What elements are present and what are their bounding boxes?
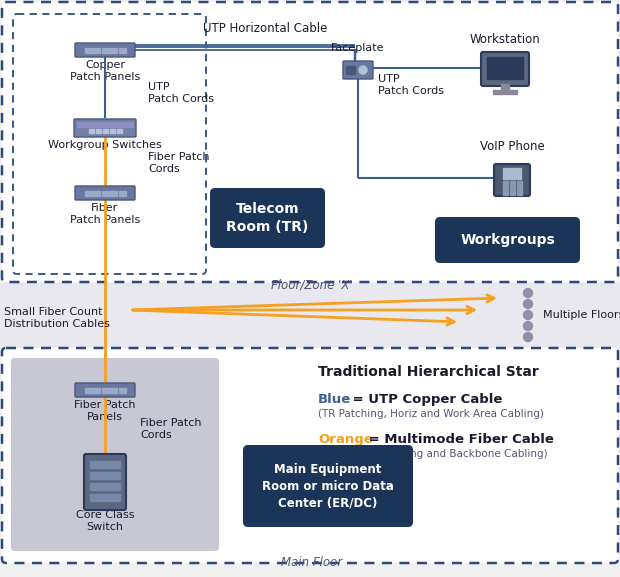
- Circle shape: [359, 66, 367, 74]
- FancyBboxPatch shape: [481, 52, 529, 86]
- FancyBboxPatch shape: [243, 445, 413, 527]
- Text: Floor/Zone 'X': Floor/Zone 'X': [271, 279, 353, 291]
- Bar: [510, 186, 515, 190]
- Bar: [0, 283, 620, 350]
- Text: Telecom
Room (TR): Telecom Room (TR): [226, 202, 309, 234]
- FancyBboxPatch shape: [2, 2, 618, 282]
- Text: Orange: Orange: [318, 433, 373, 446]
- Text: Main Equipment
Room or micro Data
Center (ER/DC): Main Equipment Room or micro Data Center…: [262, 463, 394, 509]
- Text: = Multimode Fiber Cable: = Multimode Fiber Cable: [364, 433, 554, 446]
- Text: Fiber Patch
Cords: Fiber Patch Cords: [140, 418, 202, 440]
- Text: Workgroups: Workgroups: [460, 233, 555, 247]
- FancyBboxPatch shape: [2, 348, 618, 563]
- Text: Workgroup Switches: Workgroup Switches: [48, 140, 162, 150]
- Text: Fiber Patch
Panels: Fiber Patch Panels: [74, 400, 136, 422]
- Bar: [510, 191, 515, 195]
- Bar: [493, 90, 517, 94]
- Bar: [517, 186, 522, 190]
- Bar: [517, 191, 522, 195]
- FancyBboxPatch shape: [435, 217, 580, 263]
- FancyBboxPatch shape: [343, 61, 373, 79]
- Text: = UTP Copper Cable: = UTP Copper Cable: [348, 393, 502, 406]
- Bar: [110, 191, 117, 196]
- Text: Workstation: Workstation: [469, 33, 541, 46]
- Text: (TR Patching, Horiz and Work Area Cabling): (TR Patching, Horiz and Work Area Cablin…: [318, 409, 544, 419]
- Bar: [102, 191, 108, 196]
- Bar: [89, 129, 94, 133]
- Bar: [117, 129, 122, 133]
- Text: UTP
Patch Cords: UTP Patch Cords: [148, 82, 214, 104]
- Bar: [503, 186, 508, 190]
- Bar: [90, 494, 120, 501]
- Bar: [84, 48, 92, 53]
- Text: UTP Horizontal Cable: UTP Horizontal Cable: [203, 22, 327, 35]
- Bar: [118, 48, 125, 53]
- Text: (ER and TR Patching and Backbone Cabling): (ER and TR Patching and Backbone Cabling…: [318, 449, 547, 459]
- Text: Fiber Patch
Cords: Fiber Patch Cords: [148, 152, 210, 174]
- Text: Fiber
Patch Panels: Fiber Patch Panels: [70, 203, 140, 226]
- FancyBboxPatch shape: [75, 383, 135, 397]
- Bar: [487, 57, 523, 79]
- Bar: [84, 388, 92, 393]
- Bar: [93, 48, 100, 53]
- Bar: [118, 388, 125, 393]
- Bar: [503, 191, 508, 195]
- Bar: [510, 181, 515, 185]
- Bar: [93, 388, 100, 393]
- Text: Multiple Floors/Zones: Multiple Floors/Zones: [543, 310, 620, 320]
- Bar: [96, 129, 101, 133]
- Bar: [503, 181, 508, 185]
- Bar: [346, 66, 355, 74]
- FancyBboxPatch shape: [13, 14, 206, 274]
- Text: Core Class
Switch: Core Class Switch: [76, 510, 135, 533]
- FancyBboxPatch shape: [75, 43, 135, 57]
- Bar: [501, 84, 509, 91]
- Text: Blue: Blue: [318, 393, 352, 406]
- Bar: [77, 122, 133, 127]
- Bar: [517, 181, 522, 185]
- Circle shape: [523, 310, 533, 320]
- Text: Small Fiber Count
Distribution Cables: Small Fiber Count Distribution Cables: [4, 307, 110, 329]
- Circle shape: [523, 321, 533, 331]
- Bar: [110, 129, 115, 133]
- Circle shape: [523, 288, 533, 298]
- Bar: [102, 48, 108, 53]
- Bar: [118, 191, 125, 196]
- Bar: [110, 48, 117, 53]
- Circle shape: [523, 332, 533, 342]
- Bar: [84, 191, 92, 196]
- Text: Copper
Patch Panels: Copper Patch Panels: [70, 60, 140, 83]
- FancyBboxPatch shape: [75, 186, 135, 200]
- Bar: [90, 472, 120, 479]
- FancyBboxPatch shape: [494, 164, 530, 196]
- Bar: [102, 388, 108, 393]
- FancyBboxPatch shape: [84, 454, 126, 510]
- Text: Faceplate: Faceplate: [331, 43, 385, 53]
- FancyBboxPatch shape: [74, 119, 136, 137]
- Bar: [103, 129, 108, 133]
- Text: Traditional Hierarchical Star: Traditional Hierarchical Star: [318, 365, 539, 379]
- Text: UTP
Patch Cords: UTP Patch Cords: [378, 74, 444, 96]
- Bar: [90, 483, 120, 490]
- FancyBboxPatch shape: [210, 188, 325, 248]
- Text: VoIP Phone: VoIP Phone: [480, 140, 544, 153]
- Bar: [503, 168, 521, 179]
- FancyBboxPatch shape: [11, 358, 219, 551]
- Text: Main Floor: Main Floor: [281, 556, 343, 569]
- Bar: [110, 388, 117, 393]
- Bar: [93, 191, 100, 196]
- Circle shape: [523, 299, 533, 309]
- Bar: [90, 461, 120, 468]
